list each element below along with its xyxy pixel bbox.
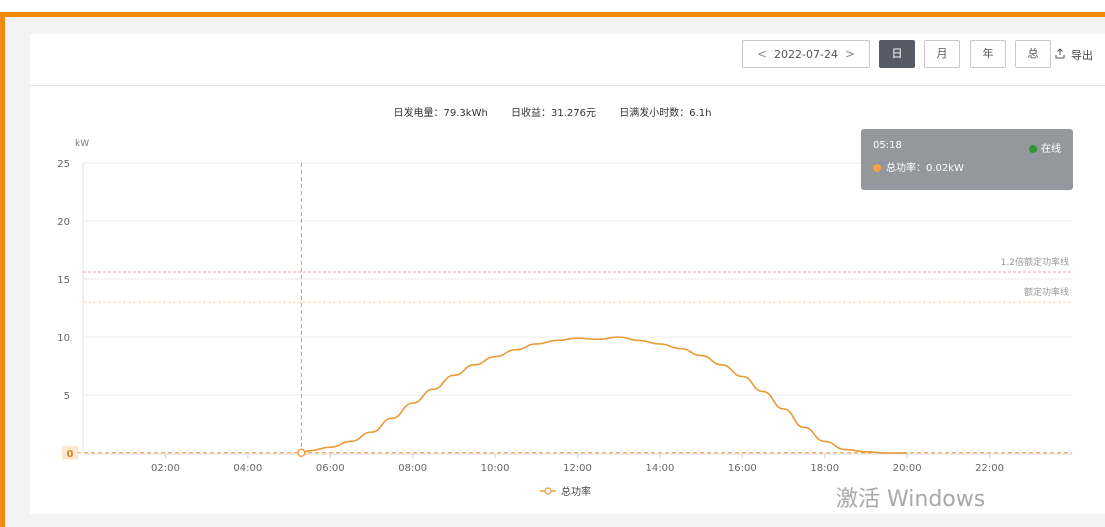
tooltip-value: 总功率：0.02kW (886, 163, 964, 174)
daily-revenue: 日收益：31.276元 (511, 108, 597, 119)
x-tick-label: 22:00 (975, 463, 1004, 474)
legend-marker (544, 487, 552, 495)
tooltip-status: 在线 (1029, 140, 1061, 155)
tooltip-status-label: 在线 (1041, 144, 1061, 155)
y-tick-label: 20 (57, 217, 70, 228)
hover-point (297, 448, 306, 457)
tab-year[interactable]: 年 (970, 40, 1006, 68)
y-axis-title: kW (75, 139, 89, 149)
export-button[interactable]: 导出 (1055, 47, 1093, 63)
reference-line-label: 1.2倍额定功率线 (1001, 256, 1069, 268)
x-tick-label: 06:00 (316, 463, 345, 474)
x-tick-label: 20:00 (893, 463, 922, 474)
toolbar: < 2022-07-24 > 日 月 年 总 导出 (30, 34, 1105, 80)
series-dot-icon (873, 164, 881, 172)
tooltip-row: 总功率：0.02kW (873, 159, 964, 174)
reference-line-label: 额定功率线 (1024, 286, 1069, 298)
chevron-right-icon[interactable]: > (844, 47, 855, 61)
tab-month[interactable]: 月 (924, 40, 960, 68)
x-tick-label: 10:00 (481, 463, 510, 474)
crosshair-y-badge (62, 445, 78, 460)
x-tick-label: 04:00 (233, 463, 262, 474)
x-tick-label: 14:00 (646, 463, 675, 474)
windows-watermark: 激活 Windows (836, 487, 986, 512)
x-tick-label: 16:00 (728, 463, 757, 474)
y-tick-label: 10 (57, 333, 70, 344)
x-tick-label: 12:00 (563, 463, 592, 474)
x-tick-label: 02:00 (151, 463, 180, 474)
y-tick-label: 5 (64, 391, 70, 402)
y-tick-label: 25 (57, 159, 70, 170)
daily-stats: 日发电量：79.3kWh 日收益：31.276元 日满发小时数：6.1h (30, 104, 1075, 119)
tab-total[interactable]: 总 (1015, 40, 1051, 68)
x-tick-label: 08:00 (398, 463, 427, 474)
upload-icon (1055, 48, 1065, 62)
y-tick-label: 15 (57, 275, 70, 286)
crosshair-y-label: 0 (67, 449, 74, 460)
chevron-left-icon[interactable]: < (757, 47, 768, 61)
date-value[interactable]: 2022-07-24 (774, 48, 838, 61)
daily-energy: 日发电量：79.3kWh (393, 108, 488, 119)
divider (30, 85, 1105, 86)
content-panel: < 2022-07-24 > 日 月 年 总 导出 (30, 34, 1105, 514)
series-line-total-power (301, 336, 908, 454)
legend-label: 总功率 (561, 485, 591, 498)
date-picker[interactable]: < 2022-07-24 > (742, 40, 870, 68)
online-dot-icon (1029, 145, 1037, 153)
full-hours: 日满发小时数：6.1h (619, 108, 712, 119)
export-label: 导出 (1071, 49, 1093, 62)
chart-tooltip: 05:18 在线 总功率：0.02kW (861, 129, 1073, 190)
x-tick-label: 18:00 (810, 463, 839, 474)
tooltip-time: 05:18 (873, 140, 902, 151)
tab-day[interactable]: 日 (879, 40, 915, 68)
